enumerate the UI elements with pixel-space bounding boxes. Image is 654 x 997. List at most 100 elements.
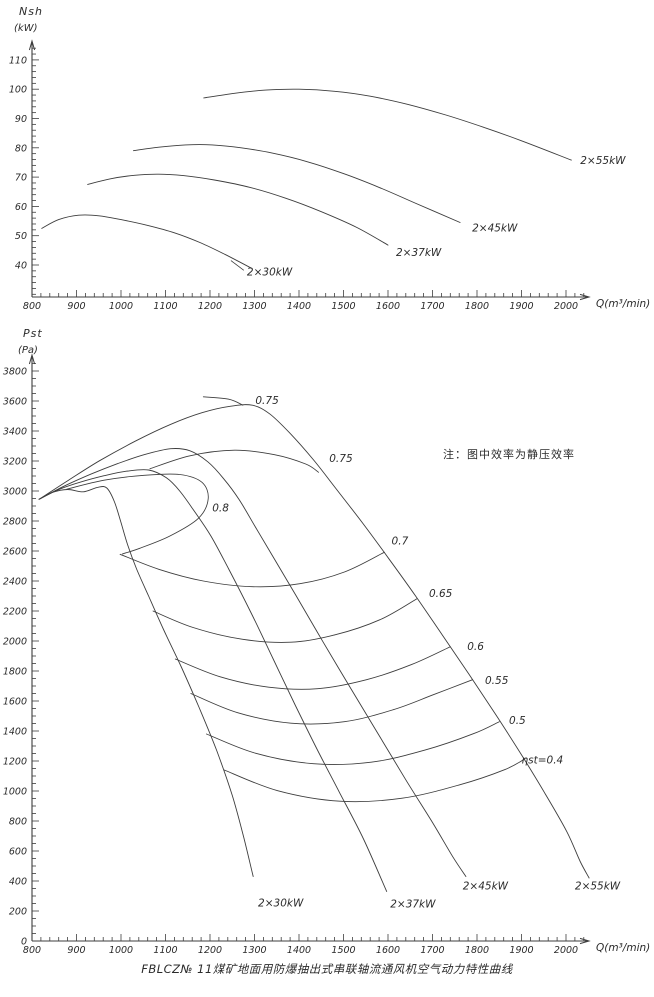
top-curve-label-leader [230,260,245,271]
top-x-axis-title: Q(m³/min) [596,298,651,310]
bottom-y-tick-label: 3800 [3,367,27,378]
bottom-x-tick-label: 1200 [198,945,222,956]
top-y-axis-unit: (kW) [14,23,38,34]
bottom-x-tick-label: 1800 [465,945,489,956]
bottom-x-tick-label: 1400 [287,945,311,956]
top-x-tick-label: 900 [67,301,85,312]
bottom-curve-230kw [38,486,254,877]
top-x-tick-label: 1300 [242,301,266,312]
bottom-y-tick-label: 3200 [3,457,27,468]
efficiency-contour-label-5: 0.6 [467,641,484,653]
top-y-axis-title: Nsh [19,5,43,18]
bottom-y-tick-label: 200 [9,907,27,918]
top-curve-label-237kw: 2×37kW [396,247,442,259]
top-x-tick-label: 1600 [376,301,400,312]
figure-caption: FBLCZ№ 11煤矿地面用防爆抽出式串联轴流通风机空气动力特性曲线 [141,962,513,976]
bottom-x-axis-arrow [579,937,591,945]
top-y-axis-arrow [28,39,36,51]
top-x-axis-arrow [579,293,591,301]
bottom-y-tick-label: 2000 [3,637,27,648]
efficiency-contour-label-0: 0.8 [212,502,229,514]
bottom-y-tick-label: 2800 [3,517,27,528]
bottom-x-tick-label: 1900 [509,945,533,956]
top-y-tick-label: 80 [15,143,27,154]
bottom-curve-label-245kw: 2×45kW [463,880,509,892]
top-curve-230kw [41,214,252,269]
bottom-curve-label-255kw: 2×55kW [575,880,621,892]
bottom-curve-245kw [38,448,467,877]
bottom-y-tick-label: 800 [9,817,27,828]
bottom-x-tick-label: 800 [23,945,41,956]
bottom-x-tick-label: 1700 [420,945,444,956]
efficiency-contour-1 [202,396,244,406]
bottom-curve-255kw [38,404,590,879]
efficiency-contour-label-6: 0.55 [485,675,509,687]
bottom-y-tick-label: 400 [9,877,27,888]
top-x-tick-label: 1700 [420,301,444,312]
bottom-x-tick-label: 1100 [153,945,177,956]
top-x-tick-label: 1800 [465,301,489,312]
efficiency-contour-7 [206,721,500,765]
bottom-y-axis-title: Pst [23,327,43,340]
bottom-y-tick-label: 3600 [3,397,27,408]
efficiency-contour-label-7: 0.5 [509,715,526,727]
top-y-tick-label: 50 [15,231,27,242]
efficiency-contour-label-4: 0.65 [429,588,453,600]
bottom-y-tick-label: 3000 [3,487,27,498]
top-curve-255kw [203,88,572,161]
bottom-y-tick-label: 2600 [3,547,27,558]
top-x-tick-label: 1400 [287,301,311,312]
efficiency-contour-4 [152,598,418,643]
top-y-tick-label: 70 [15,173,27,184]
bottom-y-tick-label: 2200 [3,607,27,618]
bottom-y-tick-label: 0 [21,937,27,948]
top-y-tick-label: 90 [15,114,27,125]
efficiency-note: 注：图中效率为静压效率 [443,448,575,461]
top-curve-label-230kw: 2×30kW [247,266,293,278]
bottom-x-tick-label: 1500 [331,945,355,956]
efficiency-contour-label-8: ηst=0.4 [522,754,564,766]
bottom-y-axis-arrow [28,353,36,365]
top-curve-245kw [133,144,461,223]
top-x-tick-label: 1900 [509,301,533,312]
bottom-x-tick-label: 1300 [242,945,266,956]
bottom-y-tick-label: 3400 [3,427,27,438]
top-x-tick-label: 2000 [554,301,578,312]
bottom-curve-label-230kw: 2×30kW [258,898,304,910]
efficiency-contour-6 [190,679,474,725]
efficiency-contour-8 [223,758,526,803]
bottom-y-tick-label: 2400 [3,577,27,588]
bottom-y-tick-label: 1000 [3,787,27,798]
top-x-tick-label: 1200 [198,301,222,312]
top-y-tick-label: 100 [9,85,27,96]
bottom-y-tick-label: 600 [9,847,27,858]
bottom-curve-237kw [38,469,388,892]
efficiency-contour-2 [149,449,320,473]
top-x-tick-label: 1500 [331,301,355,312]
bottom-x-tick-label: 1600 [376,945,400,956]
bottom-y-tick-label: 1200 [3,757,27,768]
bottom-y-axis-unit: (Pa) [18,345,38,356]
bottom-x-axis-title: Q(m³/min) [596,942,651,954]
bottom-y-tick-label: 1800 [3,667,27,678]
efficiency-contour-3 [119,551,385,588]
top-x-tick-label: 1000 [109,301,133,312]
efficiency-contour-label-1: 0.75 [255,395,279,407]
top-x-tick-label: 1100 [153,301,177,312]
top-x-tick-label: 800 [23,301,41,312]
bottom-y-tick-label: 1600 [3,697,27,708]
bottom-y-tick-label: 1400 [3,727,27,738]
top-curve-label-245kw: 2×45kW [472,222,518,234]
top-y-tick-label: 110 [9,55,27,66]
top-y-tick-label: 60 [15,202,27,213]
efficiency-contour-label-2: 0.75 [329,453,353,465]
efficiency-contour-label-3: 0.7 [392,535,409,547]
efficiency-contour-5 [174,646,451,690]
bottom-x-tick-label: 2000 [554,945,578,956]
bottom-curve-label-237kw: 2×37kW [390,898,436,910]
top-curve-label-255kw: 2×55kW [580,155,626,167]
top-y-tick-label: 40 [15,261,27,272]
top-curve-237kw [87,173,389,246]
